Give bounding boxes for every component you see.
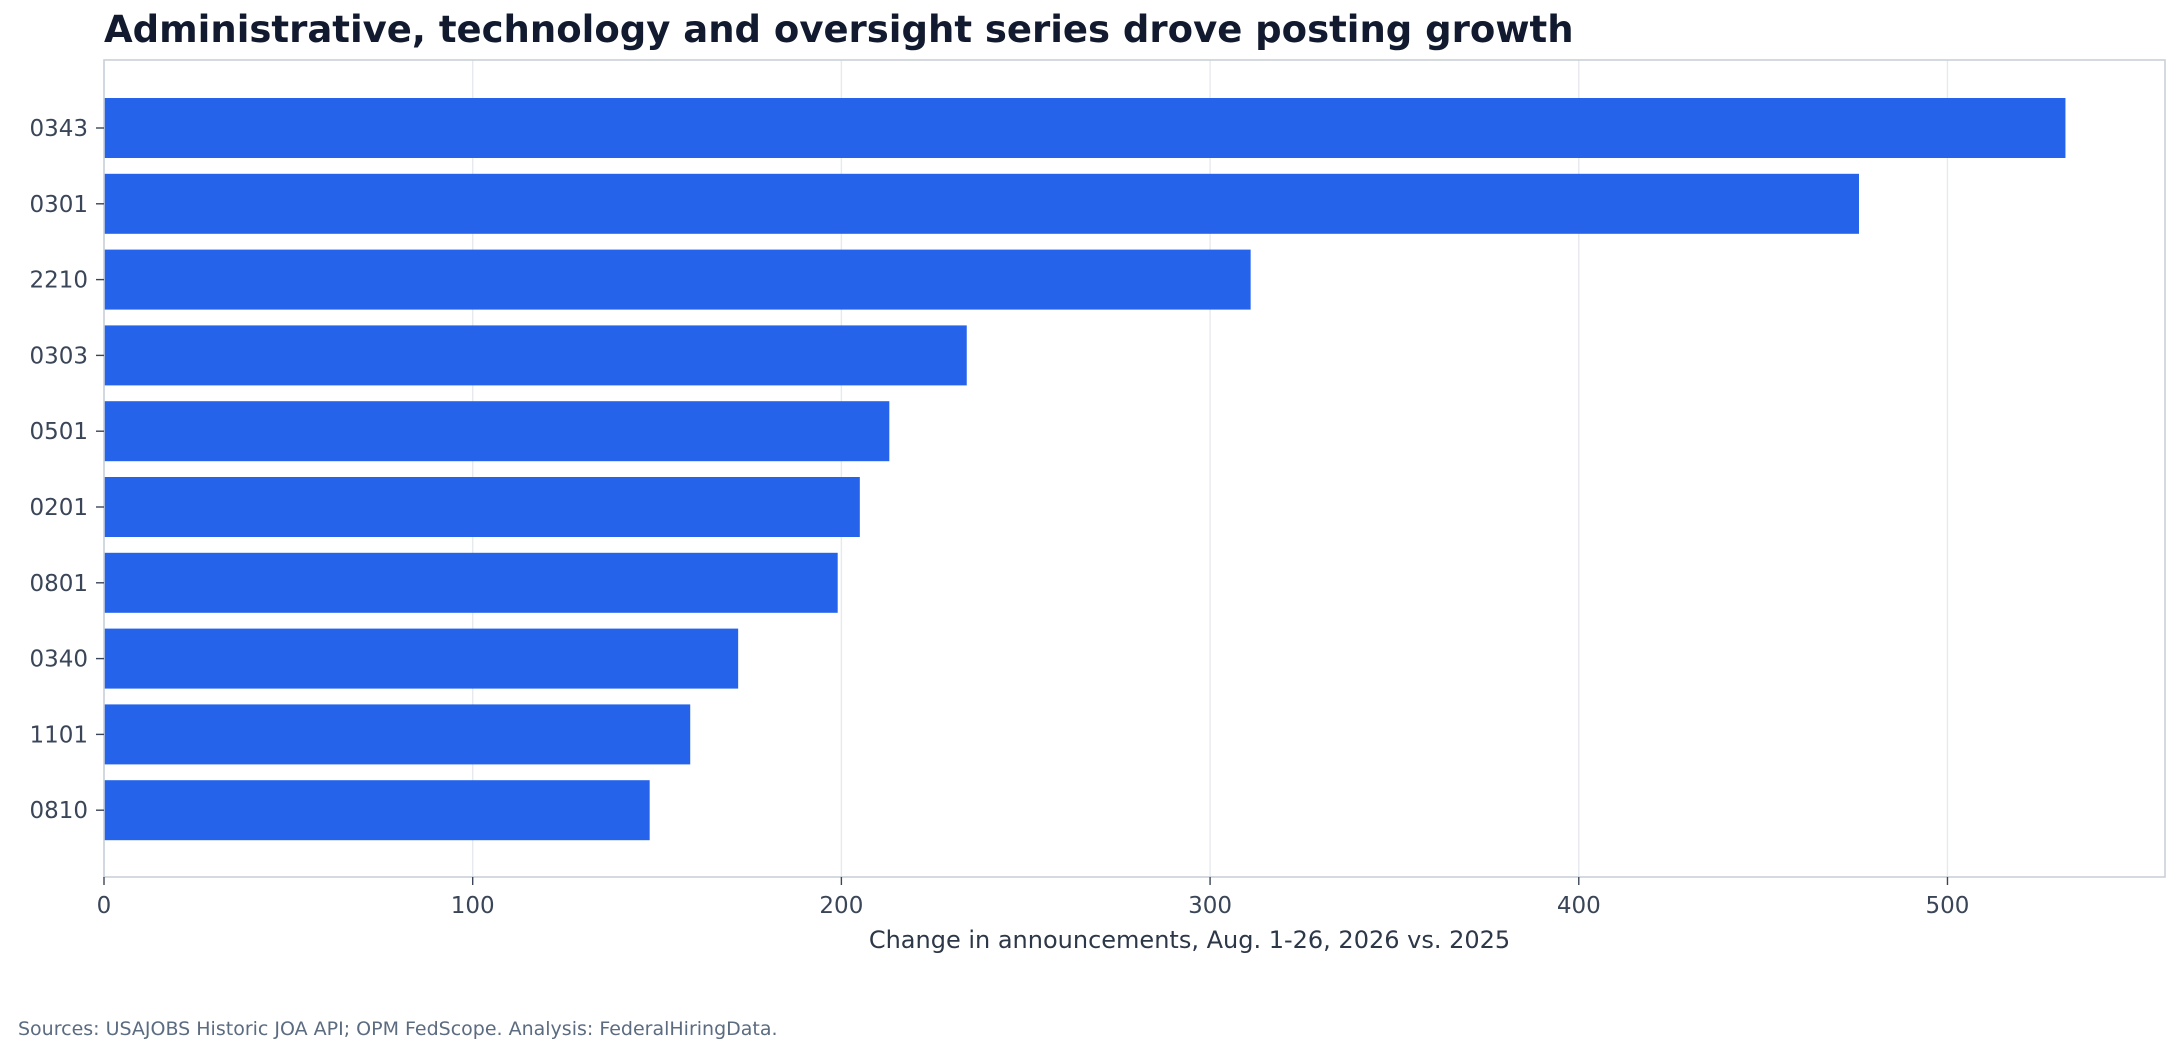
y-tick-label: 1101 [29, 722, 88, 748]
y-tick-label: 0810 [29, 798, 88, 824]
x-axis-ticks: 0 100 200 300 400 500 [97, 877, 1970, 919]
bar-0301 [104, 173, 1859, 234]
bars [104, 98, 2066, 841]
y-tick-label: 2210 [29, 268, 88, 294]
bar-0303 [104, 325, 967, 386]
y-tick-label: 0501 [29, 419, 88, 445]
y-tick-label: 0201 [29, 495, 88, 521]
bar-0501 [104, 401, 890, 462]
plot-frame [103, 59, 2166, 878]
y-tick-label: 0340 [29, 647, 88, 673]
bar-0801 [104, 552, 838, 613]
chart-title: Administrative, technology and oversight… [104, 8, 1574, 51]
y-tick-label: 0301 [29, 192, 88, 218]
y-axis-ticks: 0343 0301 2210 0303 0501 0201 0801 0340 1101 0810 [29, 116, 104, 824]
x-tick-label: 100 [451, 893, 495, 919]
bar-0343 [104, 98, 2066, 158]
bar-0201 [104, 477, 860, 537]
x-tick-label: 0 [97, 893, 112, 919]
x-tick-label: 500 [1926, 893, 1970, 919]
x-tick-label: 200 [819, 893, 863, 919]
bar-0340 [104, 628, 739, 689]
x-tick-label: 400 [1557, 893, 1601, 919]
bar-0810 [104, 780, 650, 841]
y-tick-label: 0303 [29, 343, 88, 369]
x-tick-label: 300 [1188, 893, 1232, 919]
bar-1101 [104, 704, 691, 765]
x-axis-label: Change in announcements, Aug. 1-26, 2026… [869, 926, 1510, 954]
source-note: Sources: USAJOBS Historic JOA API; OPM F… [18, 1018, 778, 1040]
bar-2210 [104, 249, 1251, 310]
y-tick-label: 0343 [29, 116, 88, 142]
y-tick-label: 0801 [29, 571, 88, 597]
